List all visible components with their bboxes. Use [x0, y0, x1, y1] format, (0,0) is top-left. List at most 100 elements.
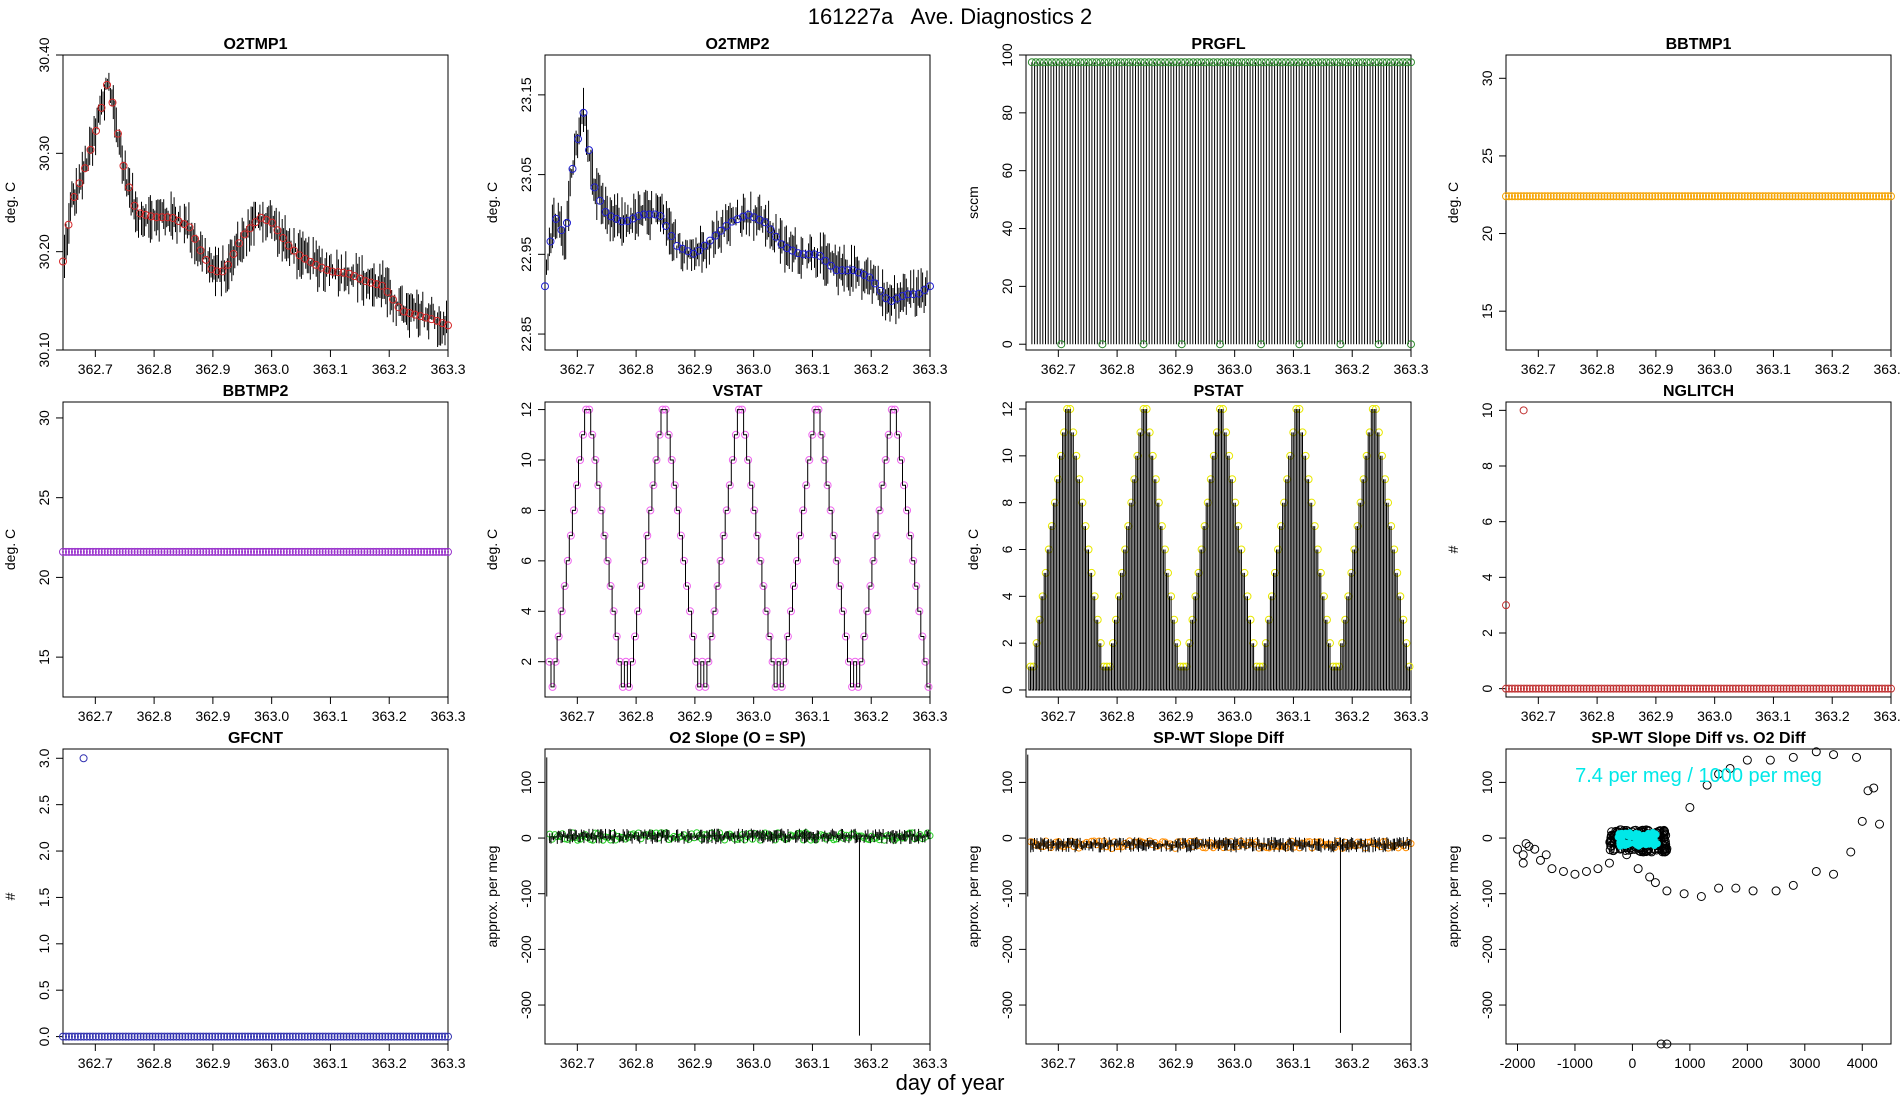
data-point	[1330, 58, 1339, 67]
data-point	[1645, 684, 1654, 693]
data-point	[130, 201, 139, 210]
data-point	[1702, 780, 1712, 790]
data-point	[560, 582, 569, 591]
data-point	[1518, 858, 1528, 868]
data-point	[1764, 684, 1773, 693]
data-point	[1722, 684, 1731, 693]
data-point	[208, 547, 217, 556]
data-point	[354, 1032, 363, 1041]
data-trace	[62, 72, 449, 347]
data-point	[345, 547, 354, 556]
x-tick-label: 362.9	[677, 1055, 712, 1071]
data-point	[124, 547, 133, 556]
data-point	[420, 1032, 429, 1041]
y-tick-label: 30	[36, 410, 52, 426]
y-tick-label: 10	[1479, 402, 1495, 418]
data-point	[139, 1032, 148, 1041]
data-point	[1579, 684, 1588, 693]
x-tick-label: 362.7	[1041, 708, 1076, 724]
data-point	[1830, 684, 1839, 693]
data-point	[157, 547, 166, 556]
data-point	[1031, 58, 1040, 67]
data-point	[1092, 58, 1101, 67]
data-point	[1794, 684, 1803, 693]
data-point	[1322, 58, 1331, 67]
data-point	[270, 547, 279, 556]
data-point	[1378, 58, 1387, 67]
data-point	[152, 213, 161, 222]
data-point	[288, 1032, 297, 1041]
y-axis-label: sccm	[965, 186, 981, 219]
data-point	[444, 1032, 452, 1041]
data-point	[166, 1032, 175, 1041]
panel-title: PRGFL	[1191, 36, 1245, 53]
x-tick-label: 363.2	[1335, 1055, 1370, 1071]
x-tick-label: 2000	[1732, 1055, 1763, 1071]
data-point	[810, 250, 819, 259]
data-point	[444, 547, 452, 556]
data-point	[1695, 684, 1704, 693]
data-point	[205, 547, 214, 556]
y-tick-label: 0	[1479, 685, 1495, 693]
data-point	[324, 1032, 333, 1041]
cluster-label: 2	[1625, 832, 1634, 849]
data-point	[624, 682, 633, 691]
data-point	[759, 582, 768, 591]
data-point	[251, 218, 260, 227]
x-tick-label: 363.1	[1276, 1055, 1311, 1071]
data-point	[820, 455, 829, 464]
y-tick-label: 6	[1479, 518, 1495, 526]
data-point	[1177, 58, 1186, 67]
data-point	[244, 547, 253, 556]
data-point	[1818, 192, 1827, 201]
data-point	[1771, 886, 1781, 896]
y-axis-label: deg. C	[965, 529, 981, 570]
data-point	[160, 1032, 169, 1041]
plot-area	[59, 72, 452, 347]
data-point	[1845, 684, 1854, 693]
y-tick-label: 12	[999, 401, 1015, 417]
data-point	[823, 481, 832, 490]
x-tick-label: 363.0	[1217, 1055, 1252, 1071]
data-point	[594, 481, 603, 490]
data-point	[357, 547, 366, 556]
x-tick-label: 363.0	[1697, 708, 1732, 724]
data-point	[163, 547, 172, 556]
data-point	[88, 547, 97, 556]
data-point	[1597, 192, 1606, 201]
data-point	[1084, 58, 1093, 67]
data-point	[1776, 684, 1785, 693]
data-point	[417, 1032, 426, 1041]
data-point	[1746, 192, 1755, 201]
data-point	[1679, 889, 1689, 899]
data-point	[1642, 684, 1651, 693]
data-point	[1591, 684, 1600, 693]
data-point	[552, 214, 560, 223]
data-point	[1366, 58, 1375, 67]
data-point	[1788, 752, 1798, 762]
data-point	[360, 547, 369, 556]
y-tick-label: 22.85	[518, 316, 534, 351]
data-point	[235, 547, 244, 556]
data-point	[252, 547, 261, 556]
x-tick-label: 362.8	[1580, 361, 1615, 377]
data-point	[1782, 192, 1791, 201]
data-point	[59, 1032, 67, 1041]
data-point	[1181, 58, 1190, 67]
data-point	[1824, 684, 1833, 693]
data-point	[1197, 58, 1206, 67]
data-point	[118, 547, 127, 556]
data-point	[826, 506, 835, 515]
data-point	[405, 547, 414, 556]
data-point	[1588, 192, 1597, 201]
data-point	[1642, 192, 1651, 201]
data-point	[1707, 684, 1716, 693]
data-point	[94, 547, 103, 556]
data-point	[86, 145, 95, 154]
plot-frame	[544, 54, 931, 351]
data-point	[1662, 886, 1672, 896]
data-point	[739, 212, 747, 221]
data-point	[444, 321, 452, 330]
data-point	[1863, 684, 1872, 693]
data-point	[61, 547, 70, 556]
